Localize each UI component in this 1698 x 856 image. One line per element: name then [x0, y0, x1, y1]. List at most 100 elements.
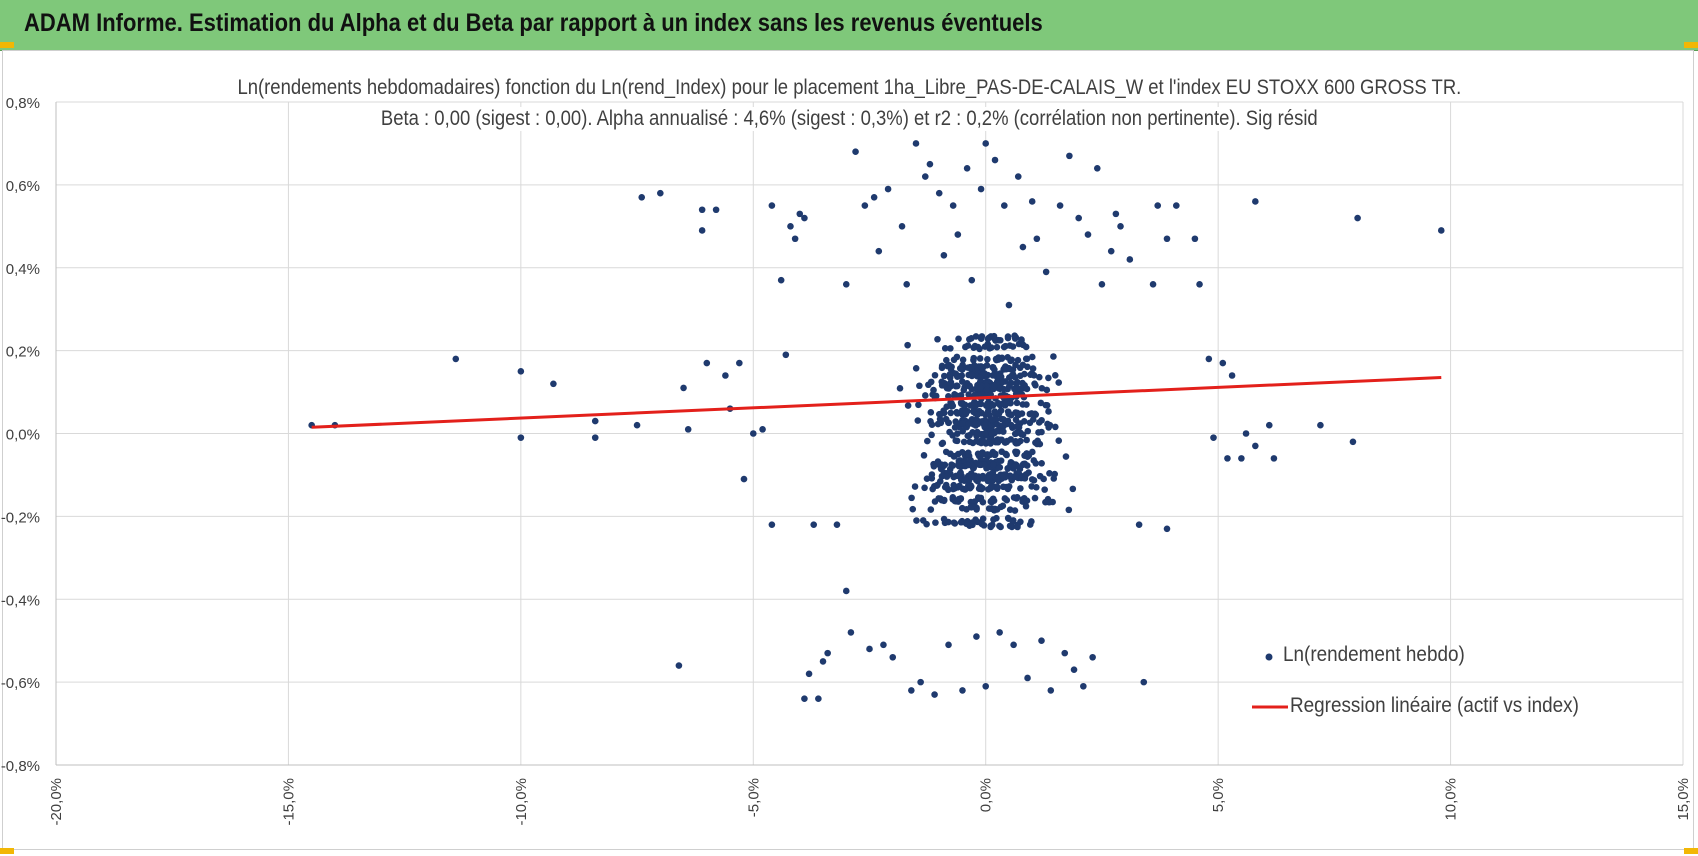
- data-point: [959, 356, 967, 364]
- data-point: [1062, 453, 1070, 460]
- data-point: [1075, 214, 1082, 222]
- x-tick-label: -5,0%: [745, 778, 762, 817]
- data-point: [1021, 370, 1028, 378]
- data-point: [983, 382, 990, 390]
- data-point: [1135, 521, 1143, 528]
- data-point: [740, 475, 748, 483]
- data-point: [791, 235, 799, 243]
- data-point: [988, 496, 996, 504]
- legend-item-regression: Regression linéaire (actif vs index): [1252, 694, 1611, 718]
- data-point: [1006, 382, 1013, 390]
- data-point: [1028, 353, 1036, 361]
- data-point: [833, 521, 841, 528]
- data-point: [1000, 385, 1008, 393]
- data-point: [889, 653, 897, 661]
- data-point: [1238, 455, 1245, 462]
- x-tick-label: -15,0%: [280, 778, 297, 826]
- data-point: [940, 372, 948, 380]
- data-point: [1043, 401, 1051, 409]
- data-point: [916, 382, 923, 390]
- data-point: [1070, 666, 1078, 673]
- data-point: [1056, 202, 1064, 209]
- data-point: [896, 385, 904, 392]
- data-point: [965, 391, 972, 398]
- data-point: [1040, 475, 1047, 483]
- data-point: [977, 185, 985, 193]
- data-point: [796, 210, 804, 218]
- data-point: [972, 420, 980, 428]
- data-point: [1013, 423, 1020, 430]
- data-point: [1001, 495, 1009, 502]
- data-point: [866, 645, 873, 653]
- data-point: [1080, 682, 1087, 690]
- data-point: [1046, 421, 1054, 429]
- data-point: [684, 426, 692, 433]
- data-point: [875, 247, 883, 255]
- corner-marker-bottom-right: [1684, 848, 1698, 854]
- data-point: [1037, 399, 1045, 407]
- data-point: [923, 520, 930, 528]
- data-point: [736, 359, 743, 367]
- data-point: [927, 409, 935, 416]
- data-point: [975, 461, 983, 469]
- data-point: [1034, 437, 1041, 445]
- data-point: [1023, 436, 1030, 444]
- data-point: [935, 189, 943, 197]
- data-point: [1025, 469, 1032, 476]
- data-point: [1004, 334, 1012, 342]
- data-point: [938, 378, 946, 386]
- data-point: [1210, 434, 1217, 441]
- data-point: [1012, 409, 1019, 416]
- data-point: [945, 641, 952, 649]
- data-point: [934, 335, 941, 343]
- corner-marker-top-right: [1684, 42, 1698, 48]
- data-point: [1140, 678, 1148, 686]
- data-point: [1013, 399, 1021, 407]
- data-point: [932, 519, 939, 526]
- data-point: [953, 382, 961, 390]
- data-point: [1126, 256, 1134, 263]
- data-point: [1011, 332, 1018, 340]
- data-point: [1117, 223, 1124, 230]
- data-point: [633, 421, 641, 429]
- data-point: [980, 421, 988, 429]
- data-point: [1043, 386, 1051, 394]
- data-point: [1017, 485, 1024, 492]
- data-point: [975, 485, 983, 493]
- data-point: [962, 476, 969, 483]
- data-point: [1019, 243, 1027, 251]
- data-point: [1017, 385, 1024, 393]
- data-point: [947, 409, 955, 417]
- data-point: [1023, 401, 1030, 408]
- data-point: [967, 482, 974, 489]
- data-point: [861, 202, 869, 209]
- data-point: [972, 333, 980, 340]
- data-point: [935, 495, 942, 502]
- data-point: [988, 436, 996, 443]
- data-point: [1349, 438, 1357, 446]
- data-point: [960, 438, 968, 446]
- data-point: [942, 382, 949, 390]
- data-point: [958, 504, 966, 512]
- data-point: [928, 431, 935, 439]
- data-point: [964, 461, 972, 469]
- data-point: [1000, 343, 1008, 351]
- data-point: [1007, 421, 1015, 429]
- data-point: [801, 214, 808, 222]
- data-point: [1045, 374, 1052, 382]
- data-point: [1026, 419, 1034, 427]
- report-title: ADAM Informe. Estimation du Alpha et du …: [24, 9, 1043, 37]
- data-point: [987, 483, 995, 490]
- data-point: [1002, 363, 1009, 370]
- data-point: [962, 408, 970, 416]
- data-point: [955, 462, 963, 470]
- report-banner: ADAM Informe. Estimation du Alpha et du …: [0, 0, 1698, 51]
- data-point: [962, 343, 969, 351]
- data-point: [937, 461, 945, 468]
- data-point: [1163, 235, 1171, 243]
- legend-dot-icon: [1265, 653, 1273, 661]
- data-point: [1023, 497, 1031, 505]
- y-tick-label: 0,2%: [6, 344, 40, 361]
- data-point: [1008, 372, 1016, 380]
